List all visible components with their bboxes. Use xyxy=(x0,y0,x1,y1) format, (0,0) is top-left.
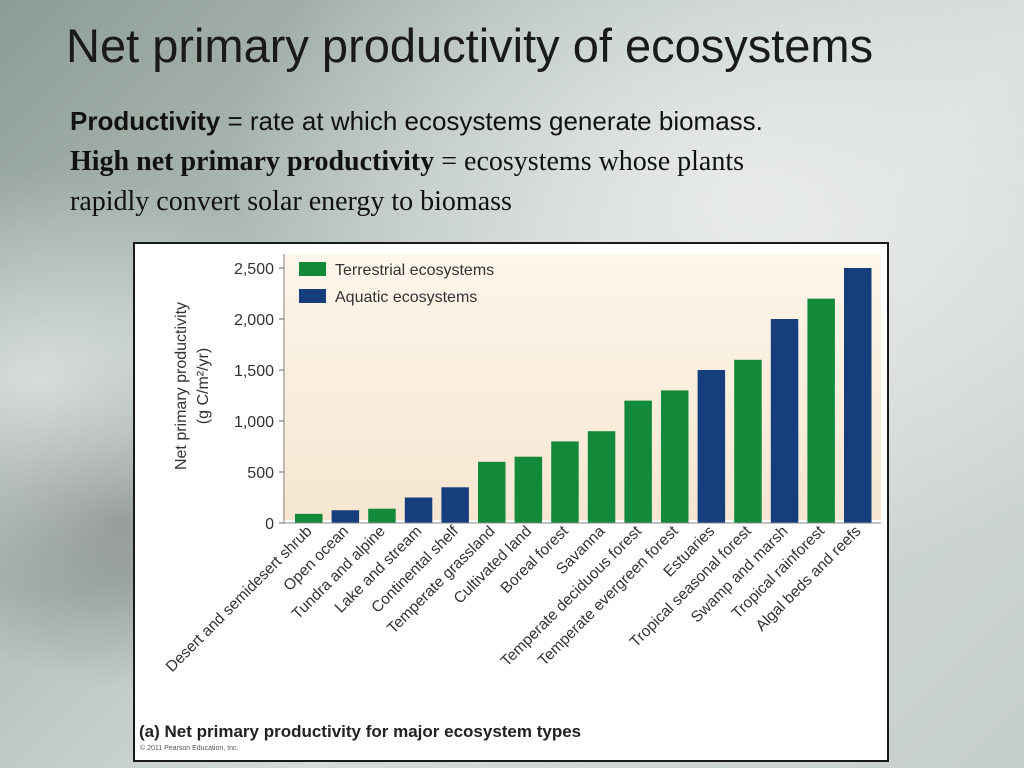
y-tick-label: 2,500 xyxy=(234,261,274,278)
term-high-npp: High net primary productivity xyxy=(70,146,435,177)
slide-title: Net primary productivity of ecosystems xyxy=(66,19,874,72)
bar-5 xyxy=(441,487,469,523)
bar-7 xyxy=(514,456,543,523)
y-tick-label: 1,500 xyxy=(234,363,274,380)
copyright-notice: © 2011 Pearson Education, Inc. xyxy=(140,745,239,752)
figure-caption: (a) Net primary productivity for major e… xyxy=(139,722,582,741)
bar-9 xyxy=(587,431,616,523)
y-axis-unit: (g C/m²/yr) xyxy=(195,348,212,424)
bar-15 xyxy=(807,298,835,523)
legend-label: Terrestrial ecosystems xyxy=(335,262,494,279)
definition-high-npp-continued: rapidly convert solar energy to biomass xyxy=(70,186,512,217)
bar-8 xyxy=(551,441,579,523)
term-productivity: Productivity xyxy=(70,106,221,136)
bar-13 xyxy=(734,359,762,523)
bar-2 xyxy=(331,510,360,523)
bar-4 xyxy=(404,497,433,523)
legend-label: Aquatic ecosystems xyxy=(335,289,477,306)
y-tick-label: 2,000 xyxy=(234,312,274,329)
definition-high-npp-text: = ecosystems whose plants xyxy=(434,146,745,177)
y-axis-title: Net primary productivity xyxy=(173,302,190,470)
bar-11 xyxy=(661,390,689,523)
definition-productivity-text: = rate at which ecosystems generate biom… xyxy=(220,106,763,136)
bar-14 xyxy=(770,319,799,523)
x-tick-label: Desert and semidesert shrub xyxy=(163,523,316,676)
y-tick-label: 1,000 xyxy=(234,414,274,431)
y-tick-label: 500 xyxy=(247,465,274,482)
npp-bar-chart: 0 500 1,000 1,500 2,000 2,500 Net primary prod… xyxy=(163,254,881,676)
y-tick-label: 0 xyxy=(265,516,274,533)
definition-productivity: Productivity = rate at which ecosystems … xyxy=(70,106,763,137)
definition-high-npp: High net primary productivity = ecosyste… xyxy=(70,146,744,178)
bar-16 xyxy=(844,268,872,523)
bar-1 xyxy=(295,513,323,523)
bar-3 xyxy=(368,508,396,523)
bar-12 xyxy=(697,370,726,523)
bar-6 xyxy=(478,461,506,523)
bar-10 xyxy=(624,400,652,523)
figure-panel: 0 500 1,000 1,500 2,000 2,500 Net primary prod… xyxy=(133,242,889,762)
legend-swatch xyxy=(299,289,326,303)
legend-swatch xyxy=(299,262,326,276)
